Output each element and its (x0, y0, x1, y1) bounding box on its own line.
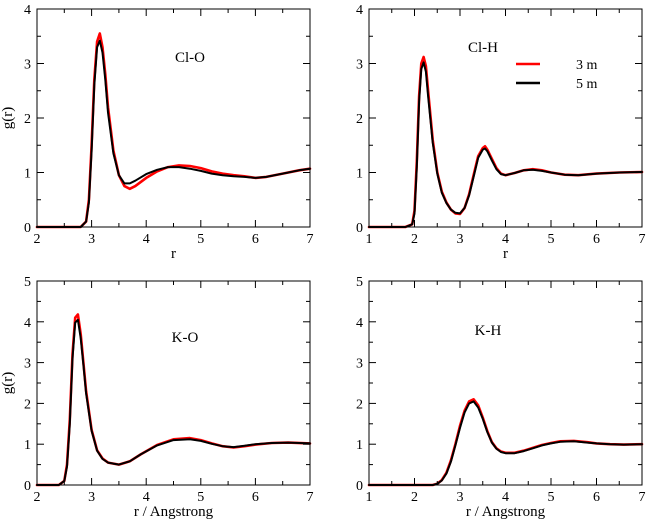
y-tick-label: 1 (356, 438, 363, 453)
x-tick-label: 6 (252, 232, 259, 247)
y-axis-label: g(r) (0, 107, 16, 130)
plot-frame (36, 280, 311, 486)
x-tick-label: 6 (593, 232, 600, 247)
x-tick-label: 6 (593, 490, 600, 505)
x-tick-label: 3 (88, 232, 95, 247)
y-tick-label: 2 (24, 397, 31, 412)
x-tick-label: 3 (457, 232, 464, 247)
x-tick-label: 2 (34, 490, 41, 505)
y-tick-label: 0 (356, 221, 363, 236)
y-tick-label: 3 (356, 58, 363, 73)
x-tick-label: 3 (457, 490, 464, 505)
x-tick-label: 5 (197, 490, 204, 505)
panel-label: Cl-H (468, 40, 498, 56)
x-tick-label: 4 (143, 232, 150, 247)
legend-entry-label: 5 m (576, 77, 598, 92)
x-tick-label: 7 (639, 490, 646, 505)
y-tick-label: 0 (356, 479, 363, 494)
y-tick-label: 2 (24, 112, 31, 127)
series-line-3m (367, 55, 644, 229)
x-tick-label: 3 (88, 490, 95, 505)
series-line-5m (36, 39, 311, 228)
legend: 3 m5 m (516, 58, 598, 92)
x-tick-label: 2 (411, 490, 418, 505)
series-line-5m (36, 318, 311, 486)
x-tick-label: 1 (366, 490, 373, 505)
x-tick-label: 7 (307, 232, 314, 247)
y-tick-label: 3 (356, 357, 363, 372)
x-axis-label: r (171, 246, 176, 262)
x-tick-label: 2 (34, 232, 41, 247)
y-tick-label: 1 (24, 167, 31, 182)
x-axis-label: r / Angstrong (134, 504, 214, 520)
x-tick-label: 2 (411, 232, 418, 247)
panel-label: K-O (172, 330, 199, 346)
series-line-3m (35, 32, 312, 229)
series-line-3m (367, 397, 644, 487)
x-tick-label: 7 (307, 490, 314, 505)
x-tick-label: 4 (502, 490, 509, 505)
x-tick-label: 4 (502, 232, 509, 247)
y-tick-label: 0 (24, 479, 31, 494)
y-tick-label: 1 (356, 167, 363, 182)
panel-label: K-H (475, 323, 502, 339)
y-tick-label: 4 (356, 316, 363, 331)
x-tick-label: 6 (252, 490, 259, 505)
y-tick-label: 0 (24, 221, 31, 236)
series-line-5m (368, 400, 643, 486)
x-tick-label: 5 (197, 232, 204, 247)
y-tick-label: 4 (356, 3, 363, 18)
y-tick-label: 2 (356, 397, 363, 412)
y-tick-label: 3 (24, 357, 31, 372)
x-tick-label: 7 (639, 232, 646, 247)
y-tick-label: 4 (24, 316, 31, 331)
x-tick-label: 4 (143, 490, 150, 505)
panel-cl-o: 2 3 4 5 6 7 0 1 2 3 4 r g(r) Cl-O (0, 3, 314, 262)
y-tick-label: 3 (24, 58, 31, 73)
series-line-5m (368, 61, 643, 228)
y-tick-label: 2 (356, 112, 363, 127)
y-tick-label: 1 (24, 438, 31, 453)
x-tick-label: 1 (366, 232, 373, 247)
x-tick-label: 5 (548, 232, 555, 247)
legend-entry-label: 3 m (576, 58, 598, 73)
x-axis-label: r / Angstrong (466, 504, 546, 520)
y-tick-label: 4 (24, 3, 31, 18)
panel-label: Cl-O (175, 50, 205, 66)
x-tick-label: 5 (548, 490, 555, 505)
x-axis-label: r (503, 246, 508, 262)
plot-frame (36, 8, 311, 228)
y-tick-label: 5 (356, 275, 363, 290)
plot-frame (368, 280, 643, 486)
y-axis-label: g(r) (0, 372, 16, 395)
plot-frame (368, 8, 643, 228)
y-tick-label: 5 (24, 275, 31, 290)
